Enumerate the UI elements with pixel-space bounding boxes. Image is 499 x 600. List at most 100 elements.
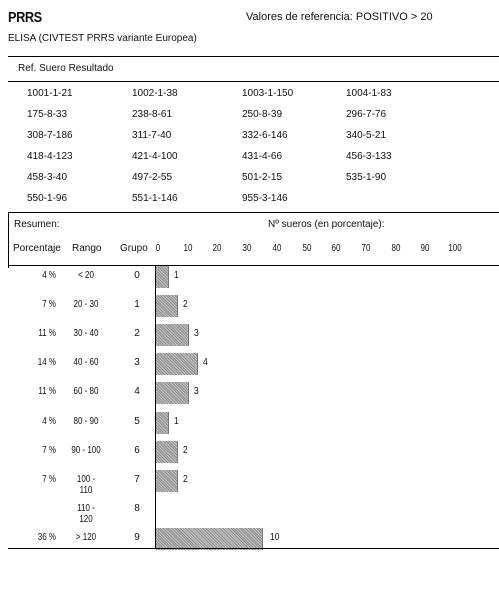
row-rango: 20 - 30 xyxy=(73,299,99,311)
chart-bar xyxy=(156,295,178,318)
divider xyxy=(8,548,499,549)
row-grupo: 9 xyxy=(134,531,140,543)
bar-count-label: 10 xyxy=(270,531,280,543)
axis-tick-label: 100 xyxy=(448,243,462,254)
row-rango: 40 - 60 xyxy=(73,357,99,369)
row-rango: 110 - 120 xyxy=(77,502,95,525)
result-entry: 1004-1-83 xyxy=(346,88,392,99)
divider xyxy=(8,212,499,213)
axis-tick-label: 90 xyxy=(420,243,430,254)
bar-count-label: 3 xyxy=(194,386,200,398)
chart-row: 14 % 40 - 60 3 4 xyxy=(0,353,499,386)
row-grupo: 0 xyxy=(134,270,140,281)
divider xyxy=(8,265,499,266)
result-entry: 1003-1-150 xyxy=(242,88,294,99)
row-grupo: 2 xyxy=(134,328,140,340)
bar-count-label: 1 xyxy=(173,415,179,427)
row-rango: 100 - 110 xyxy=(76,473,96,496)
divider xyxy=(8,81,499,82)
chart-bar xyxy=(156,527,264,550)
row-grupo: 5 xyxy=(134,415,140,427)
axis-tick-label: 50 xyxy=(302,243,311,254)
result-entry: 501-2-15 xyxy=(242,172,283,183)
chart-row: 36 % > 120 9 10 xyxy=(0,527,499,561)
chart-bar xyxy=(156,353,199,376)
axis-tick-label: 80 xyxy=(391,243,401,254)
row-porcentaje: 4 % xyxy=(42,270,56,281)
row-rango: 80 - 90 xyxy=(73,415,99,427)
chart-axis xyxy=(155,265,156,548)
axis-tick-label: 40 xyxy=(272,243,282,254)
row-porcentaje: 7 % xyxy=(42,473,56,485)
chart-row: 11 % 60 - 80 4 3 xyxy=(0,382,499,415)
column-rango: Rango xyxy=(72,243,102,254)
result-entry: 431-4-66 xyxy=(242,151,283,162)
bar-count-label: 2 xyxy=(182,473,188,485)
row-grupo: 1 xyxy=(134,299,140,311)
divider xyxy=(8,212,9,268)
result-entry: 238-8-61 xyxy=(132,109,173,120)
row-porcentaje: 11 % xyxy=(38,386,56,398)
row-rango: 60 - 80 xyxy=(73,386,99,398)
result-entry: 1001-1-21 xyxy=(27,88,73,99)
chart-bar xyxy=(156,382,190,405)
axis-tick-label: 70 xyxy=(361,243,371,254)
result-entry: 1002-1-38 xyxy=(132,88,178,99)
summary-label: Resumen: xyxy=(14,219,60,230)
axis-tick-label: 0 xyxy=(155,243,161,254)
row-porcentaje: 7 % xyxy=(42,444,56,456)
row-grupo: 3 xyxy=(134,357,140,369)
results-header: Ref. Suero Resultado xyxy=(18,63,114,74)
axis-tick-label: 30 xyxy=(242,243,252,254)
row-rango: < 20 xyxy=(78,270,94,281)
results-grid: 1001-1-21 1002-1-38 1003-1-150 1004-1-83 175… xyxy=(27,87,467,210)
result-entry xyxy=(346,192,466,210)
row-grupo: 4 xyxy=(134,386,140,398)
bar-count-label: 3 xyxy=(194,328,200,340)
chart-row: 11 % 30 - 40 2 3 xyxy=(0,324,499,357)
bar-count-label: 2 xyxy=(182,444,188,456)
row-porcentaje: 36 % xyxy=(37,531,56,543)
chart-row: 7 % 100 - 110 7 2 xyxy=(0,469,499,503)
row-rango: 30 - 40 xyxy=(73,328,99,340)
row-grupo: 6 xyxy=(134,444,140,456)
chart-bar xyxy=(156,440,178,463)
bar-count-label: 2 xyxy=(182,299,188,311)
result-entry: 551-1-146 xyxy=(132,193,178,204)
result-entry: 308-7-186 xyxy=(27,130,73,141)
row-grupo: 7 xyxy=(134,473,140,485)
result-entry: 311-7-40 xyxy=(132,130,172,141)
result-entry: 175-8-33 xyxy=(27,109,68,120)
row-grupo: 8 xyxy=(134,502,140,514)
result-entry: 418-4-123 xyxy=(27,151,73,162)
result-entry: 456-3-133 xyxy=(346,151,392,162)
axis-tick-label: 10 xyxy=(183,243,193,254)
divider xyxy=(8,56,499,57)
report-title: PRRS xyxy=(8,9,42,26)
chart-bar xyxy=(156,266,169,288)
row-porcentaje: 14 % xyxy=(37,357,56,369)
row-porcentaje: 11 % xyxy=(38,328,56,340)
chart-bar xyxy=(156,324,190,347)
axis-tick-label: 20 xyxy=(212,243,222,254)
chart-row: 4 % < 20 0 1 xyxy=(0,266,499,299)
result-entry: 497-2-55 xyxy=(132,172,173,183)
row-rango: 90 - 100 xyxy=(71,444,101,456)
result-entry: 332-6-146 xyxy=(242,130,288,141)
chart-row: 7 % 90 - 100 6 2 xyxy=(0,440,499,474)
result-entry: 535-1-90 xyxy=(346,172,387,183)
axis-tick-label: 60 xyxy=(331,243,341,254)
result-entry: 250-8-39 xyxy=(242,109,283,120)
result-entry: 296-7-76 xyxy=(346,109,387,120)
result-entry: 340-5-21 xyxy=(346,130,387,141)
chart-title: Nº sueros (en porcentaje): xyxy=(268,219,385,230)
row-rango: > 120 xyxy=(75,531,97,543)
chart-row: 4 % 80 - 90 5 1 xyxy=(0,411,499,445)
row-porcentaje: 4 % xyxy=(42,415,56,427)
result-entry: 458-3-40 xyxy=(27,172,68,183)
result-entry: 955-3-146 xyxy=(242,193,288,204)
chart-row: 110 - 120 8 xyxy=(0,503,499,532)
reference-values: Valores de referencia: POSITIVO > 20 xyxy=(246,11,433,23)
chart-row: 7 % 20 - 30 1 2 xyxy=(0,295,499,328)
result-entry: 550-1-96 xyxy=(27,193,68,204)
